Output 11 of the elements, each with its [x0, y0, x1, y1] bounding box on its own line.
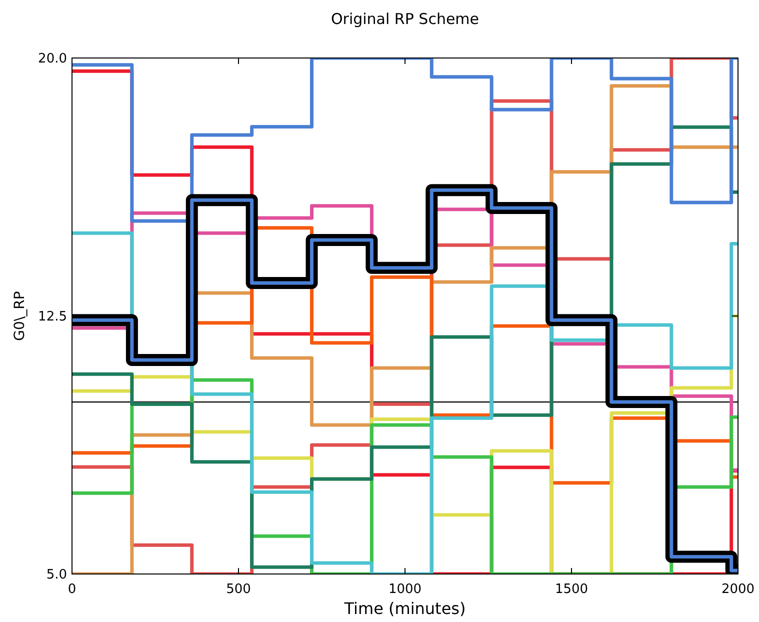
x-tick-label: 0: [68, 582, 76, 597]
y-tick-label: 5.0: [46, 568, 67, 583]
y-tick-label: 20.0: [38, 52, 67, 67]
x-tick-label: 500: [226, 582, 251, 597]
x-tick-label: 2000: [721, 582, 755, 597]
chart-title: Original RP Scheme: [330, 10, 480, 28]
x-tick-label: 1500: [554, 582, 588, 597]
y-tick-label: 12.5: [38, 310, 67, 325]
x-tick-label: 1000: [388, 582, 422, 597]
y-axis-title: G0\_RP: [12, 291, 28, 341]
x-axis-title: Time (minutes): [343, 599, 466, 618]
